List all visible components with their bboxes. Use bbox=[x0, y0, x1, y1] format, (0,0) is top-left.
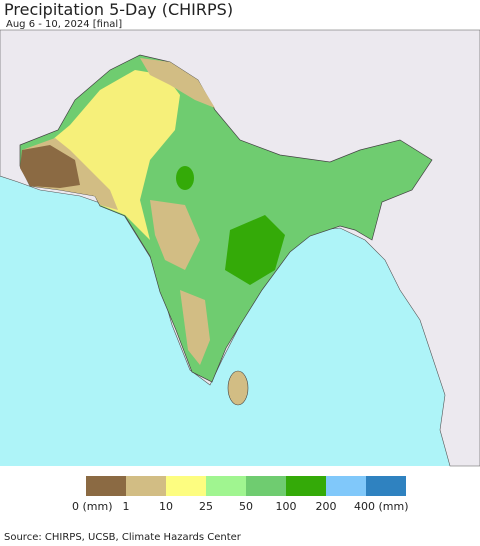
source: Source: CHIRPS, UCSB, Climate Hazards Ce… bbox=[4, 532, 242, 543]
legend-label: 25 bbox=[199, 500, 213, 513]
legend-label: 200 bbox=[316, 500, 337, 513]
sri-lanka bbox=[227, 370, 249, 406]
legend-swatch bbox=[166, 476, 206, 496]
legend-swatch bbox=[366, 476, 406, 496]
legend-swatch bbox=[326, 476, 366, 496]
legend-swatch bbox=[286, 476, 326, 496]
wet-central bbox=[225, 215, 285, 285]
north-dry bbox=[140, 58, 215, 108]
central-west-dry bbox=[150, 200, 200, 270]
map bbox=[0, 29, 480, 467]
legend-label: 10 bbox=[159, 500, 173, 513]
dry-west bbox=[35, 70, 180, 240]
very-dry-zone bbox=[20, 145, 80, 188]
legend-label: 100 bbox=[276, 500, 297, 513]
legend-label: 50 bbox=[239, 500, 253, 513]
legend-label: 1 bbox=[123, 500, 130, 513]
legend-swatch bbox=[206, 476, 246, 496]
legend: 0 (mm) 1 10 25 50 100 200 400 (mm) bbox=[72, 476, 409, 513]
legend-label: 0 (mm) bbox=[72, 500, 113, 513]
legend-swatch bbox=[86, 476, 126, 496]
deccan-dry bbox=[180, 290, 210, 365]
title: Precipitation 5-Day (CHIRPS) bbox=[4, 0, 233, 19]
legend-swatch bbox=[246, 476, 286, 496]
legend-swatch bbox=[126, 476, 166, 496]
wet-spot bbox=[176, 166, 194, 190]
legend-label: 400 (mm) bbox=[354, 500, 409, 513]
subtitle: Aug 6 - 10, 2024 [final] bbox=[6, 19, 122, 30]
